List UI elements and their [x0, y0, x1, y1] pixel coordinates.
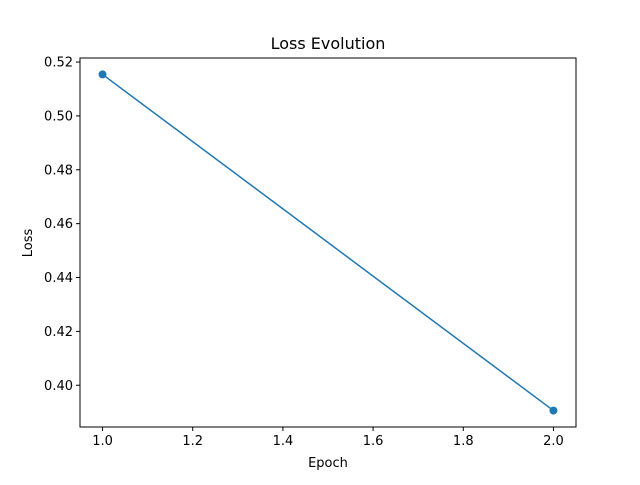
y-tick-label: 0.52	[44, 56, 73, 71]
data-point-marker	[98, 70, 107, 79]
x-tick-label: 1.4	[273, 434, 294, 449]
y-axis-ticks: 0.40 0.42 0.44 0.46 0.48 0.50 0.52	[44, 56, 80, 394]
y-tick-label: 0.44	[44, 271, 73, 286]
x-tick-label: 2.0	[543, 434, 564, 449]
data-point-marker	[549, 406, 558, 415]
x-tick-label: 1.0	[92, 434, 113, 449]
plot-series	[98, 70, 558, 415]
chart-title: Loss Evolution	[271, 34, 386, 53]
y-tick-label: 0.50	[44, 109, 73, 124]
y-tick-label: 0.40	[44, 379, 73, 394]
x-tick-label: 1.6	[363, 434, 384, 449]
y-tick-label: 0.48	[44, 163, 73, 178]
y-axis-label: Loss	[21, 229, 36, 258]
x-axis-ticks: 1.0 1.2 1.4 1.6 1.8 2.0	[92, 427, 564, 449]
x-axis-label: Epoch	[308, 456, 348, 471]
x-tick-label: 1.8	[453, 434, 474, 449]
series-line	[102, 73, 554, 412]
x-tick-label: 1.2	[182, 434, 203, 449]
y-tick-label: 0.42	[44, 325, 73, 340]
y-tick-label: 0.46	[44, 217, 73, 232]
plot-frame	[79, 57, 577, 428]
